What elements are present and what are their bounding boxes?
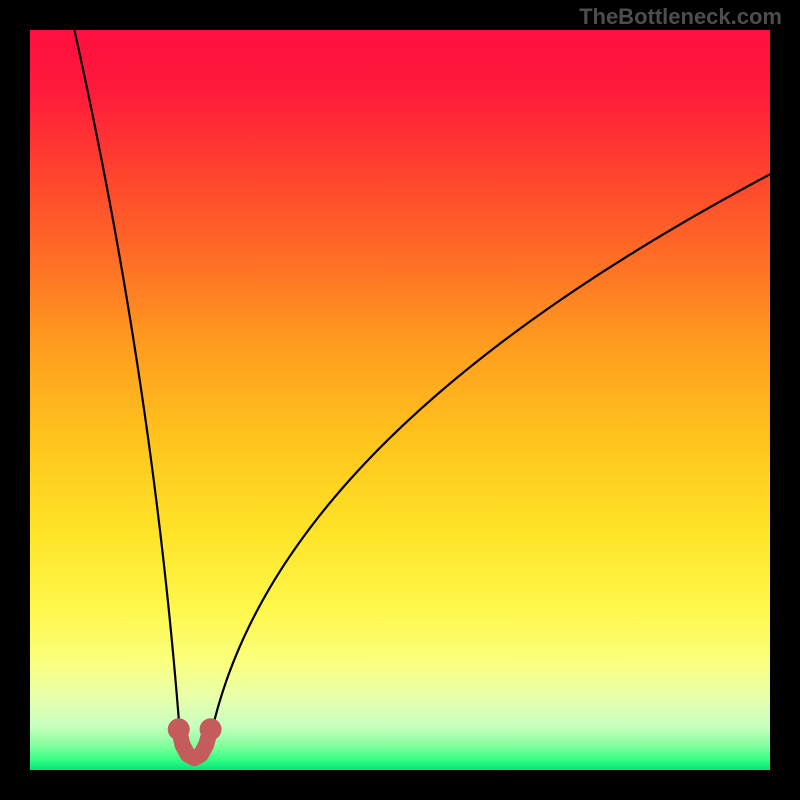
watermark-text: TheBottleneck.com bbox=[579, 4, 782, 30]
chart-plot-area bbox=[30, 30, 770, 770]
figure-container: TheBottleneck.com bbox=[0, 0, 800, 800]
trough-marker-endcap-1 bbox=[200, 718, 222, 740]
chart-background bbox=[30, 30, 770, 770]
chart-svg bbox=[30, 30, 770, 770]
trough-marker-endcap-0 bbox=[168, 718, 190, 740]
